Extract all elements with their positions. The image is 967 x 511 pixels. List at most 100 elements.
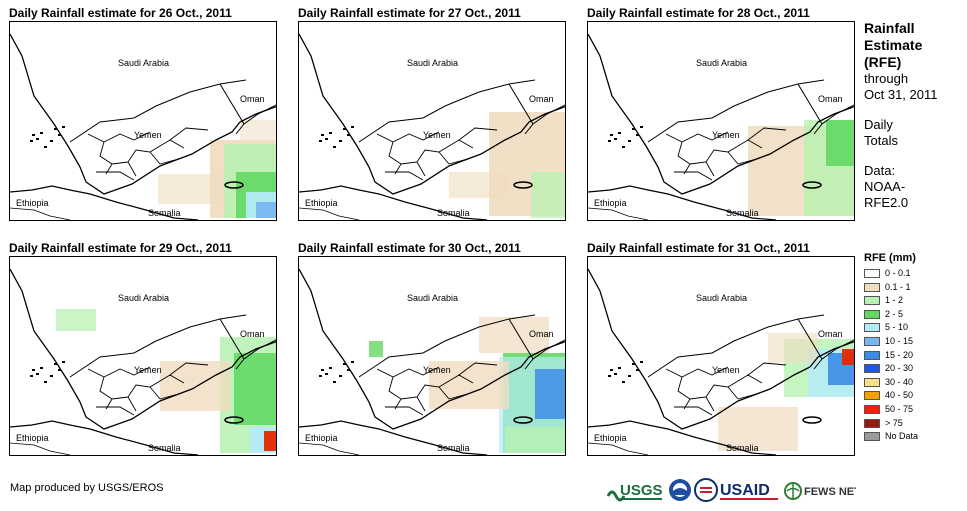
label-saudi-arabia: Saudi Arabia xyxy=(696,58,747,68)
horn-of-africa-coastline xyxy=(299,185,488,220)
legend-label: 50 - 75 xyxy=(885,403,914,414)
label-ethiopia: Ethiopia xyxy=(16,198,49,208)
map-panel-28: Daily Rainfall estimate for 28 Oct., 201… xyxy=(587,6,855,222)
legend-swatch xyxy=(864,282,880,292)
socotra-island xyxy=(513,181,533,189)
socotra-island xyxy=(224,416,244,424)
label-saudi-arabia: Saudi Arabia xyxy=(118,293,169,303)
side-data-source-1: NOAA- xyxy=(864,179,906,194)
oman-border xyxy=(508,318,565,370)
oman-border xyxy=(797,318,854,370)
governorate-boundaries xyxy=(665,362,787,416)
label-somalia: Somalia xyxy=(726,208,759,218)
side-title-3: (RFE) xyxy=(864,54,902,70)
governorate-boundaries xyxy=(376,127,498,181)
oman-border xyxy=(219,318,276,370)
map-panel-27: Daily Rainfall estimate for 27 Oct., 201… xyxy=(298,6,566,222)
label-oman: Oman xyxy=(240,94,265,104)
panel-title: Daily Rainfall estimate for 26 Oct., 201… xyxy=(9,6,232,20)
legend-swatch xyxy=(864,350,880,360)
ethiopia-somalia-border xyxy=(588,442,649,455)
horn-of-africa-coastline xyxy=(299,420,488,455)
legend-item: 1 - 2 xyxy=(864,294,964,308)
label-somalia: Somalia xyxy=(148,443,181,453)
rainfall-area-2 xyxy=(531,172,565,218)
legend-label: No Data xyxy=(885,431,919,442)
label-saudi-arabia: Saudi Arabia xyxy=(407,58,458,68)
socotra-island xyxy=(802,181,822,189)
legend-swatch xyxy=(864,296,880,306)
legend-label: 5 - 10 xyxy=(885,322,909,333)
rainfall-area-2 xyxy=(826,120,854,166)
legend-label: 2 - 5 xyxy=(885,308,904,319)
usgs-logo: USGS xyxy=(606,478,664,504)
rainfall-area-1 xyxy=(449,172,509,198)
usaid-logo: USAID xyxy=(720,478,782,504)
legend-swatch xyxy=(864,432,880,442)
legend-swatch xyxy=(864,323,880,333)
side-data-source-2: RFE2.0 xyxy=(864,195,909,210)
label-oman: Oman xyxy=(818,94,843,104)
legend-item: 15 - 20 xyxy=(864,349,964,363)
side-title-2: Estimate xyxy=(864,37,923,53)
usgs-logo-text: USGS xyxy=(620,482,663,499)
logo-strip: USGS USAID FEWS NET xyxy=(606,478,861,504)
label-yemen: Yemen xyxy=(423,365,451,375)
governorate-boundaries xyxy=(87,127,209,181)
legend-item: 30 - 40 xyxy=(864,376,964,390)
map-canvas: Saudi Arabia Oman Yemen Ethiopia Somalia xyxy=(10,33,276,220)
label-yemen: Yemen xyxy=(712,130,740,140)
label-yemen: Yemen xyxy=(712,365,740,375)
rainfall-area-2 xyxy=(535,369,565,419)
rainfall-area-5 xyxy=(256,202,276,218)
rainfall-area-5 xyxy=(768,333,818,363)
label-yemen: Yemen xyxy=(423,130,451,140)
islands xyxy=(319,126,354,148)
horn-of-africa-coastline xyxy=(10,185,199,220)
legend-swatch xyxy=(864,309,880,319)
map-frame: Saudi Arabia Oman Yemen Ethiopia Somalia xyxy=(298,21,566,221)
rainfall-area-3 xyxy=(842,349,854,365)
islands xyxy=(30,126,65,148)
side-daily: Daily xyxy=(864,117,893,132)
label-somalia: Somalia xyxy=(437,208,470,218)
label-yemen: Yemen xyxy=(134,365,162,375)
legend-item: 20 - 30 xyxy=(864,362,964,376)
legend-item: 10 - 15 xyxy=(864,335,964,349)
legend-swatch xyxy=(864,377,880,387)
rainfall-area-5 xyxy=(479,317,549,353)
label-oman: Oman xyxy=(529,329,554,339)
label-somalia: Somalia xyxy=(148,208,181,218)
legend-label: 15 - 20 xyxy=(885,349,914,360)
ethiopia-somalia-border xyxy=(588,207,649,220)
rainfall-area-1 xyxy=(158,174,218,204)
label-ethiopia: Ethiopia xyxy=(16,433,49,443)
label-ethiopia: Ethiopia xyxy=(305,433,338,443)
legend-item: 40 - 50 xyxy=(864,389,964,403)
ethiopia-somalia-border xyxy=(299,442,360,455)
legend: RFE (mm) 0 - 0.1 0.1 - 1 1 - 2 2 - 5 5 - 10 1… xyxy=(864,252,964,444)
socotra-island xyxy=(802,416,822,424)
side-data-label: Data: xyxy=(864,163,896,178)
label-saudi-arabia: Saudi Arabia xyxy=(696,293,747,303)
legend-swatch xyxy=(864,391,880,401)
label-ethiopia: Ethiopia xyxy=(594,198,627,208)
arabia-coastline xyxy=(10,33,276,195)
usaid-logo-text: USAID xyxy=(720,482,770,499)
label-somalia: Somalia xyxy=(726,443,759,453)
ethiopia-somalia-border xyxy=(299,207,360,220)
label-somalia: Somalia xyxy=(437,443,470,453)
legend-item: > 75 xyxy=(864,417,964,431)
oman-border xyxy=(797,83,854,135)
horn-of-africa-coastline xyxy=(588,420,777,455)
label-ethiopia: Ethiopia xyxy=(594,433,627,443)
rainfall-area-1 xyxy=(234,353,276,425)
islands xyxy=(608,361,643,383)
arabia-coastline xyxy=(299,33,565,195)
legend-title: RFE (mm) xyxy=(864,252,916,264)
legend-swatch xyxy=(864,336,880,346)
rainfall-area-6 xyxy=(240,120,276,140)
arabia-coastline xyxy=(588,33,854,195)
panel-title: Daily Rainfall estimate for 27 Oct., 201… xyxy=(298,6,521,20)
legend-swatch xyxy=(864,404,880,414)
